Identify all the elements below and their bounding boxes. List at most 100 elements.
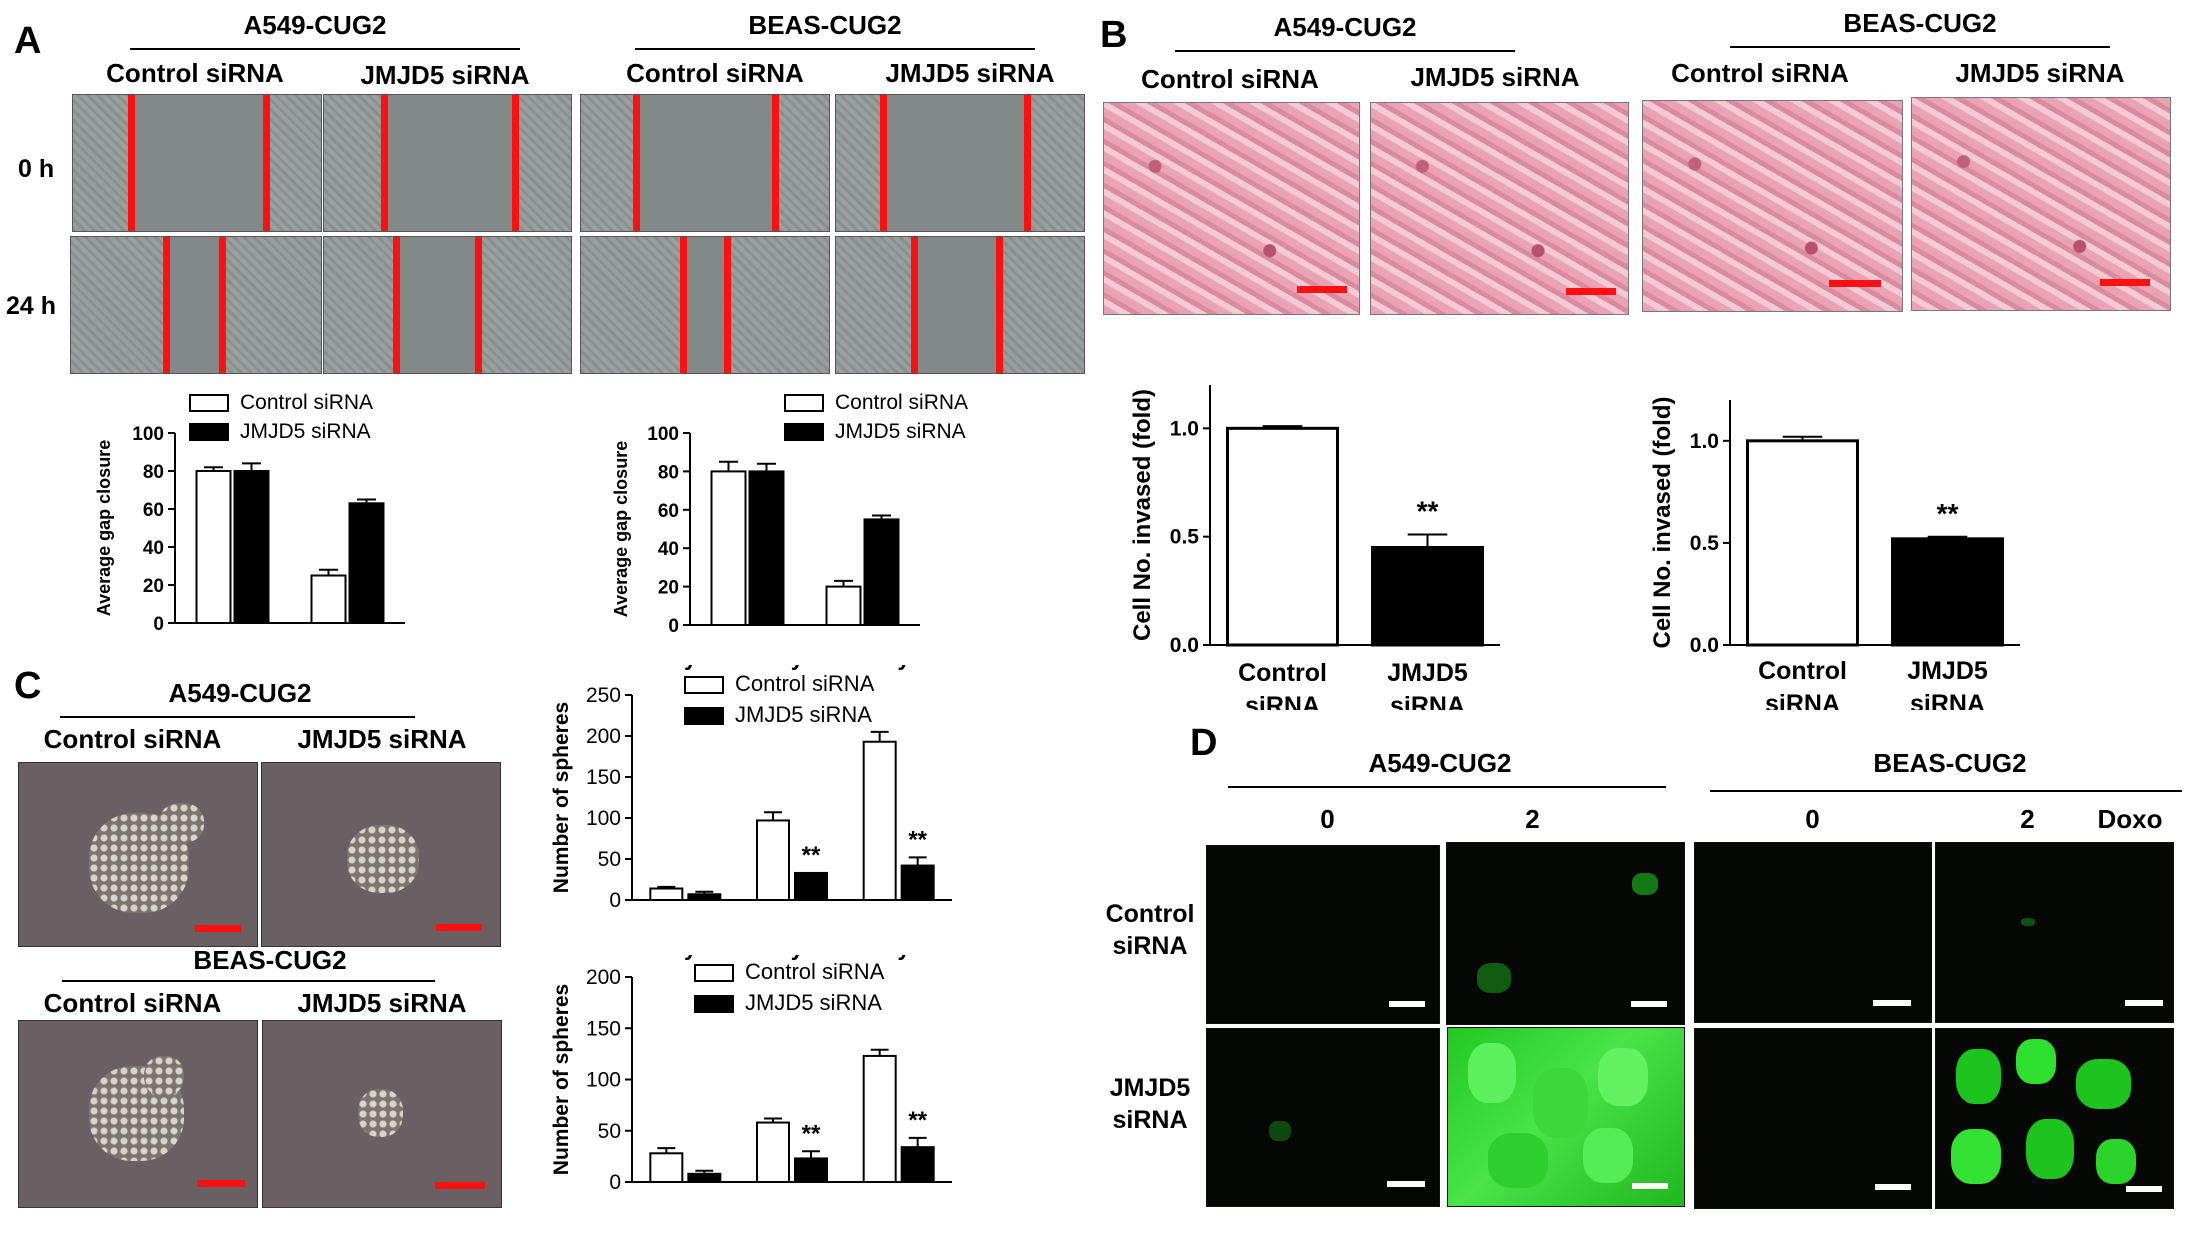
y-axis-label: Average gap closure	[94, 440, 114, 616]
x-tick-label: Control	[1238, 659, 1327, 687]
legend-label: JMJD5 siRNA	[835, 420, 966, 443]
y-tick-label: 200	[586, 966, 621, 989]
d-image-a549-jmjd5-2	[1447, 1027, 1685, 1207]
legend-label: Control siRNA	[835, 391, 968, 414]
d-divider-beas	[1710, 790, 2182, 792]
b-image-beas-control	[1642, 100, 1903, 312]
bar	[649, 887, 684, 902]
d-image-a549-control-2	[1446, 842, 1685, 1025]
chart-b-left: 0.0 0.5 1.0 Cell No. invased (fold) Control s…	[1129, 385, 1500, 710]
y-tick-label: 0	[609, 1171, 621, 1194]
legend-swatch	[684, 676, 724, 694]
c-col-control-2: Control siRNA	[43, 988, 222, 1018]
d-cell-line-beas: BEAS-CUG2	[1873, 748, 2027, 778]
bar	[687, 1172, 722, 1184]
chart-c-bottom: 0 50 100 150 200 Number of spheres Day 2 ** Day …	[550, 955, 952, 1194]
b-col-control-1: Control siRNA	[1141, 64, 1319, 94]
c-col-jmjd5-2: JMJD5 siRNA	[297, 988, 467, 1018]
b-image-a549-control	[1103, 102, 1360, 315]
d-image-beas-jmjd5-2	[1935, 1028, 2174, 1209]
bar	[900, 1146, 935, 1183]
y-tick-label: 0	[153, 614, 164, 635]
d-dose-4: 2	[2020, 804, 2035, 834]
x-tick-label: Day 6	[868, 665, 929, 670]
a-cell-line-beas: BEAS-CUG2	[748, 10, 902, 40]
bar	[863, 518, 900, 626]
y-axis-label: Number of spheres	[550, 702, 573, 893]
d-row-control-text: Control siRNA	[1105, 900, 1195, 960]
bar	[649, 1152, 684, 1184]
d-image-a549-jmjd5-0	[1206, 1028, 1440, 1207]
y-tick-label: 60	[143, 500, 164, 521]
b-image-beas-jmjd5	[1911, 97, 2171, 311]
y-axis-label: Average gap closure	[611, 441, 631, 617]
panel-label-d: D	[1190, 722, 1218, 764]
a-image-beas-jmjd5-0h	[835, 94, 1085, 232]
a-image-a549-control-24h	[70, 236, 322, 374]
d-cell-line-a549: A549-CUG2	[1368, 748, 1512, 778]
legend-label: Control siRNA	[745, 959, 885, 984]
y-tick-label: 250	[586, 684, 621, 707]
a-image-a549-control-0h	[72, 94, 322, 232]
y-tick-label: 1.0	[1690, 430, 1719, 453]
panel-label-a: A	[14, 20, 42, 62]
y-tick-label: 100	[132, 424, 164, 445]
x-tick-label: Day 2	[655, 665, 716, 670]
legend-label: Control siRNA	[735, 671, 875, 696]
a-image-beas-control-0h	[580, 94, 830, 232]
b-divider-beas	[1730, 46, 2110, 48]
b-image-a549-jmjd5	[1370, 102, 1629, 315]
bar	[862, 740, 897, 901]
y-tick-label: 1.0	[1170, 417, 1199, 440]
a-col-jmjd5-1: JMJD5 siRNA	[360, 60, 530, 90]
y-tick-label: 200	[586, 725, 621, 748]
x-tick-label: Day 4	[761, 955, 823, 960]
x-tick-label: siRNA	[1910, 690, 1985, 710]
y-tick-label: 0	[609, 889, 621, 912]
a-image-a549-jmjd5-0h	[323, 94, 572, 232]
d-dose-3: 0	[1805, 804, 1820, 834]
chart-b-right: 0.0 0.5 1.0 Cell No. invased (fold) Control s…	[1649, 396, 2020, 710]
c-image-a549-control	[18, 762, 258, 947]
d-dose-2: 2	[1525, 804, 1540, 834]
d-image-beas-jmjd5-0	[1694, 1028, 1932, 1209]
bar	[794, 1157, 828, 1184]
bar	[900, 864, 935, 901]
bar	[1891, 537, 2004, 647]
legend-swatch	[694, 964, 734, 982]
a-col-jmjd5-2: JMJD5 siRNA	[885, 58, 1055, 88]
bar	[1746, 439, 1859, 647]
bar	[310, 574, 347, 624]
bar	[1226, 426, 1339, 647]
y-tick-label: 0.5	[1690, 532, 1720, 555]
d-image-beas-control-2	[1935, 842, 2174, 1023]
a-col-control-2: Control siRNA	[626, 58, 804, 88]
x-tick-label: Day 2	[655, 955, 716, 960]
b-cell-line-a549: A549-CUG2	[1273, 12, 1417, 42]
bar	[1371, 546, 1484, 647]
bar	[710, 470, 747, 627]
y-tick-label: 100	[586, 1069, 621, 1092]
legend-label: Control siRNA	[240, 391, 373, 414]
legend-swatch	[694, 995, 734, 1013]
y-axis-label: Cell No. invased (fold)	[1129, 389, 1156, 641]
bar	[756, 819, 790, 902]
bar	[825, 585, 862, 627]
a-image-beas-control-24h	[580, 236, 830, 374]
significance-label: **	[802, 1120, 821, 1147]
y-tick-label: 0.0	[1690, 634, 1719, 657]
bar	[748, 470, 785, 627]
chart-a-right: 0 20 40 60 80 100 Average gap closure 0 h 24 hCo…	[611, 385, 968, 637]
c-col-jmjd5-1: JMJD5 siRNA	[297, 724, 467, 754]
chart-a-left: 0 20 40 60 80 100 Average gap closure 0 h 24 hCo…	[94, 385, 405, 635]
x-tick-label: siRNA	[1765, 690, 1840, 710]
d-row-control: Control siRNA	[1100, 898, 1200, 962]
y-axis-label: Number of spheres	[550, 984, 573, 1175]
b-divider-a549	[1175, 50, 1515, 52]
d-image-a549-control-0	[1206, 845, 1440, 1024]
b-col-jmjd5-2: JMJD5 siRNA	[1955, 58, 2125, 88]
a-image-a549-jmjd5-24h	[323, 236, 572, 374]
c-cell-line-a549: A549-CUG2	[168, 678, 312, 708]
y-tick-label: 100	[647, 424, 679, 445]
y-tick-label: 0	[668, 616, 679, 637]
